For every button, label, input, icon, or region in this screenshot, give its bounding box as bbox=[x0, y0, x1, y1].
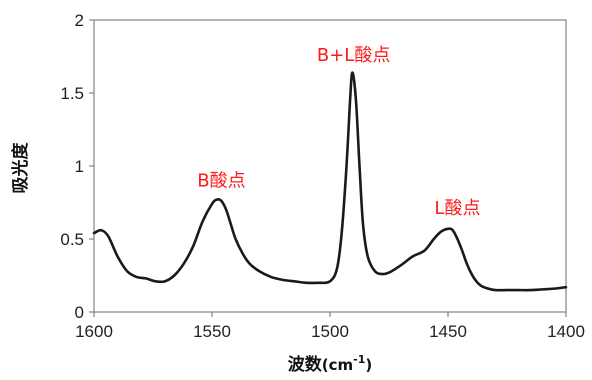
peak-annotation-label: B+L酸点 bbox=[317, 45, 390, 66]
peak-annotation-label: L酸点 bbox=[434, 198, 480, 219]
x-axis-unit-prefix: (cm bbox=[322, 356, 353, 374]
x-tick-label: 1450 bbox=[429, 322, 467, 341]
x-tick-label: 1600 bbox=[75, 322, 113, 341]
y-tick-label: 2 bbox=[75, 11, 84, 30]
y-tick-label: 1.5 bbox=[60, 84, 84, 103]
x-axis-ticks: 1600 1550 1500 1450 1400 bbox=[75, 312, 585, 341]
y-tick-label: 0 bbox=[75, 303, 84, 322]
x-axis-title-text: 波数 bbox=[288, 354, 323, 375]
spectrum-line bbox=[92, 71, 568, 292]
x-tick-label: 1400 bbox=[547, 322, 585, 341]
x-axis-unit-exponent: -1 bbox=[353, 353, 365, 366]
y-axis-ticks: 0 0.5 1 1.5 2 bbox=[60, 11, 94, 322]
x-tick-label: 1500 bbox=[311, 322, 349, 341]
x-axis-title: 波数(cm-1) bbox=[288, 353, 372, 375]
x-axis-unit-suffix: ) bbox=[365, 356, 372, 374]
peak-annotation-label: B酸点 bbox=[197, 170, 245, 191]
x-tick-label: 1550 bbox=[193, 322, 231, 341]
y-tick-label: 0.5 bbox=[60, 230, 84, 249]
y-axis-title: 吸光度 bbox=[10, 142, 31, 194]
peak-annotations: B酸点 B+L酸点 L酸点 bbox=[197, 45, 480, 219]
y-tick-label: 1 bbox=[75, 157, 84, 176]
